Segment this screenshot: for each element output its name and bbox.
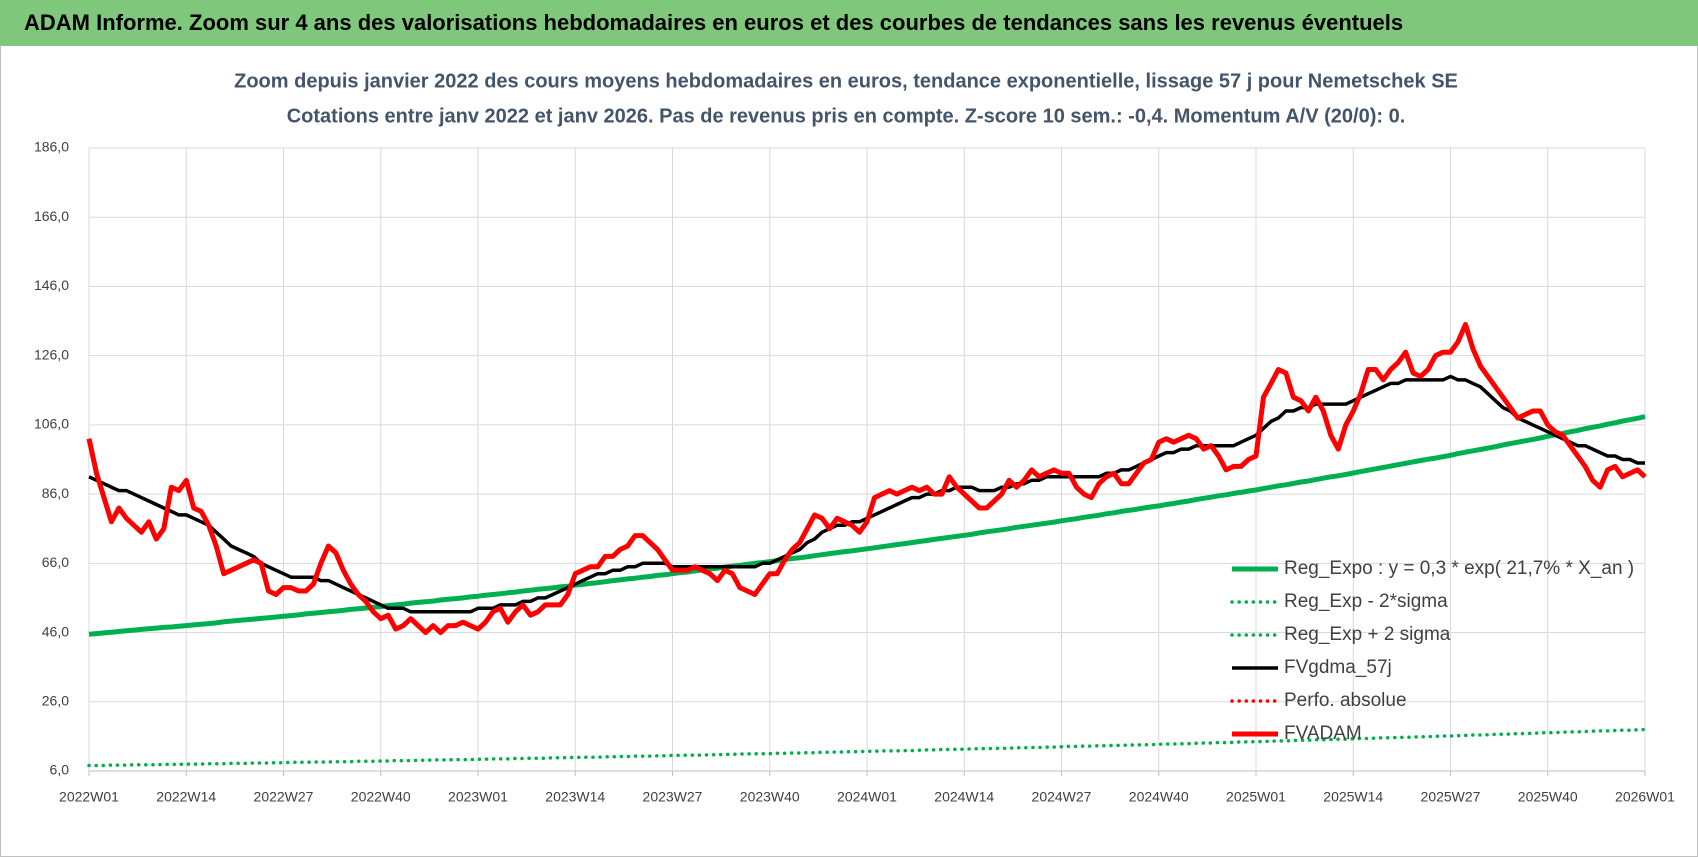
x-tick-label: 2022W27 xyxy=(254,789,314,805)
y-tick-label: 26,0 xyxy=(42,692,69,708)
legend: Reg_Expo : y = 0,3 * exp( 21,7% * X_an )… xyxy=(1230,558,1634,744)
x-tick-label: 2023W27 xyxy=(643,789,703,805)
chart-subtitle: Cotations entre janv 2022 et janv 2026. … xyxy=(287,105,1406,127)
x-tick-label: 2024W01 xyxy=(837,789,897,805)
y-tick-label: 106,0 xyxy=(34,416,69,432)
series-line xyxy=(86,322,1647,636)
x-tick-label: 2024W40 xyxy=(1129,789,1189,805)
x-tick-label: 2025W27 xyxy=(1421,789,1481,805)
y-tick-label: 166,0 xyxy=(34,208,69,224)
x-tick-label: 2026W01 xyxy=(1615,789,1675,805)
grid: 6,0 26,0 46,0 66,0 86,0 106,0 126,0 146,0 166,0 1… xyxy=(34,139,1675,805)
x-tick-label: 2025W14 xyxy=(1323,789,1383,805)
x-tick-label: 2023W01 xyxy=(448,789,508,805)
y-tick-label: 66,0 xyxy=(42,554,69,570)
y-tick-label: 6,0 xyxy=(50,762,70,778)
y-tick-label: 146,0 xyxy=(34,277,69,293)
legend-label: Reg_Expo : y = 0,3 * exp( 21,7% * X_an ) xyxy=(1284,558,1634,579)
legend-label: FVADAM xyxy=(1284,723,1362,744)
x-tick-label: 2024W14 xyxy=(934,789,994,805)
legend-label: Perfo. absolue xyxy=(1284,690,1407,711)
plot-lines xyxy=(86,322,1647,768)
title-box xyxy=(262,62,1430,130)
header-title: ADAM Informe. Zoom sur 4 ans des valoris… xyxy=(24,10,1403,35)
legend-label: FVgdma_57j xyxy=(1284,657,1392,678)
y-tick-label: 126,0 xyxy=(34,346,69,362)
chart-title: Zoom depuis janvier 2022 des cours moyen… xyxy=(234,70,1458,92)
x-tick-label: 2022W01 xyxy=(59,789,119,805)
x-tick-label: 2025W40 xyxy=(1518,789,1578,805)
legend-label: Reg_Exp + 2 sigma xyxy=(1284,624,1451,645)
x-tick-label: 2023W14 xyxy=(545,789,605,805)
y-tick-label: 86,0 xyxy=(42,485,69,501)
legend-label: Reg_Exp - 2*sigma xyxy=(1284,591,1448,612)
x-tick-label: 2024W27 xyxy=(1032,789,1092,805)
x-tick-label: 2023W40 xyxy=(740,789,800,805)
y-tick-label: 46,0 xyxy=(42,623,69,639)
x-tick-label: 2022W40 xyxy=(351,789,411,805)
x-tick-label: 2022W14 xyxy=(156,789,216,805)
series-line xyxy=(88,414,1646,637)
x-tick-label: 2025W01 xyxy=(1226,789,1286,805)
y-tick-label: 186,0 xyxy=(34,139,69,155)
header-bar xyxy=(0,0,1698,46)
